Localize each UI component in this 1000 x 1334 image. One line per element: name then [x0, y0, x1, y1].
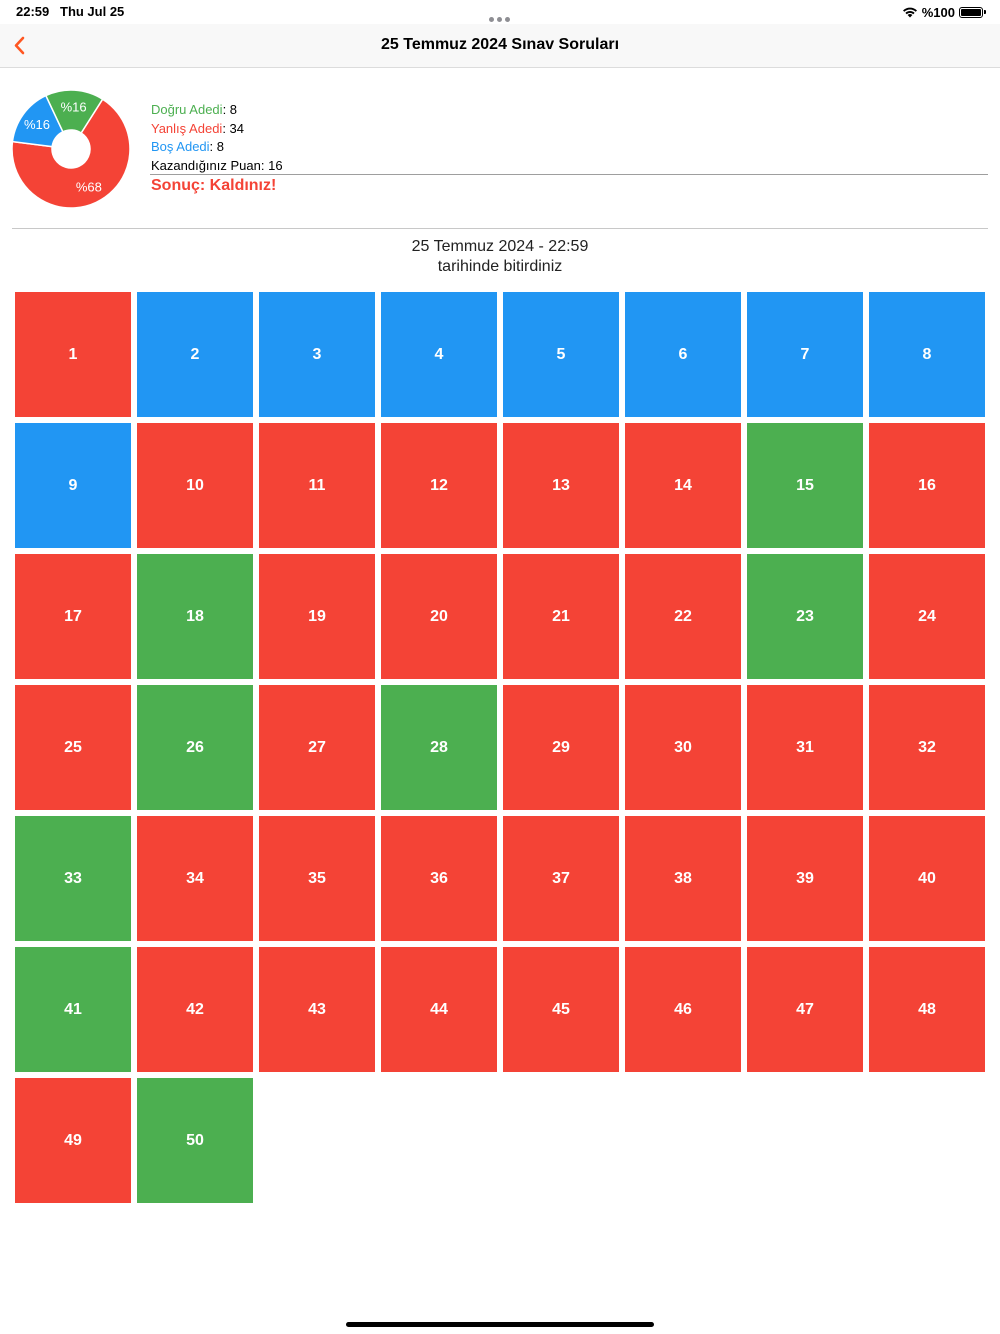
question-cell[interactable]: 35 [259, 816, 375, 941]
result-summary: %68 %16 %16 Doğru Adedi: 8 Yanlış Adedi: 3… [0, 86, 1000, 216]
multitasking-dots-icon[interactable] [489, 9, 513, 22]
question-cell[interactable]: 23 [747, 554, 863, 679]
wrong-count-label: Yanlış Adedi [151, 120, 223, 136]
battery-icon [959, 6, 983, 18]
question-cell[interactable]: 20 [381, 554, 497, 679]
question-cell[interactable]: 26 [137, 685, 253, 810]
correct-count-row: Doğru Adedi: 8 [151, 102, 238, 117]
empty-count-row: Boş Adedi: 8 [151, 139, 225, 154]
question-cell[interactable]: 30 [625, 685, 741, 810]
question-cell[interactable]: 8 [869, 292, 985, 417]
donut-slice [44, 90, 104, 134]
question-cell[interactable]: 39 [747, 816, 863, 941]
question-cell[interactable]: 15 [747, 423, 863, 548]
question-cell[interactable]: 24 [869, 554, 985, 679]
question-cell[interactable]: 31 [747, 685, 863, 810]
question-cell[interactable]: 47 [747, 947, 863, 1072]
question-cell[interactable]: 48 [869, 947, 985, 1072]
question-cell[interactable]: 36 [381, 816, 497, 941]
question-cell[interactable]: 38 [625, 816, 741, 941]
question-cell[interactable]: 7 [747, 292, 863, 417]
question-cell[interactable]: 28 [381, 685, 497, 810]
question-cell[interactable]: 25 [15, 685, 131, 810]
page-title: 25 Temmuz 2024 Sınav Soruları [380, 36, 620, 53]
question-cell[interactable]: 40 [869, 816, 985, 941]
donut-slice-label: %16 [24, 117, 50, 132]
question-cell[interactable]: 33 [15, 816, 131, 941]
question-cell[interactable]: 50 [137, 1078, 253, 1203]
question-cell[interactable]: 4 [381, 292, 497, 417]
wrong-count-value: 34 [229, 120, 245, 136]
question-cell[interactable]: 46 [625, 947, 741, 1072]
score-label: Kazandığınız Puan [151, 157, 261, 173]
question-cell[interactable]: 9 [15, 423, 131, 548]
section-divider [12, 228, 988, 229]
question-cell[interactable]: 11 [259, 423, 375, 548]
question-cell[interactable]: 19 [259, 554, 375, 679]
question-cell[interactable]: 5 [503, 292, 619, 417]
status-indicators: %100 [902, 3, 986, 21]
question-cell[interactable]: 43 [259, 947, 375, 1072]
empty-count-value: 8 [216, 139, 225, 154]
question-cell[interactable]: 17 [15, 554, 131, 679]
question-cell[interactable]: 44 [381, 947, 497, 1072]
navigation-bar: 25 Temmuz 2024 Sınav Soruları [0, 24, 1000, 68]
question-cell[interactable]: 12 [381, 423, 497, 548]
question-cell[interactable]: 10 [137, 423, 253, 548]
empty-count-label: Boş Adedi [151, 139, 210, 154]
question-grid: 1 2 3 4 5 6 7 8 9 10 11 12 13 14 15 16 17 18 19 20 21 22 23 24 2… [15, 292, 987, 1203]
question-cell[interactable]: 13 [503, 423, 619, 548]
status-time: 22:59 [16, 4, 50, 19]
wifi-icon [902, 7, 917, 18]
question-cell[interactable]: 18 [137, 554, 253, 679]
question-cell[interactable]: 3 [259, 292, 375, 417]
stats-divider [150, 174, 988, 175]
result-donut-chart: %68 %16 %16 [12, 90, 130, 208]
question-cell[interactable]: 32 [869, 685, 985, 810]
donut-slice-label: %16 [61, 100, 87, 115]
wrong-count-row: Yanlış Adedi: 34 [151, 120, 245, 136]
question-cell[interactable]: 34 [137, 816, 253, 941]
stats-list: Doğru Adedi: 8 Yanlış Adedi: 34 Boş Aded… [151, 101, 283, 175]
finish-caption: tarihinde bitirdiniz [437, 258, 563, 275]
question-cell[interactable]: 2 [137, 292, 253, 417]
back-button[interactable] [8, 32, 36, 60]
question-cell[interactable]: 27 [259, 685, 375, 810]
score-row: Kazandığınız Puan: 16 [151, 157, 283, 173]
question-cell[interactable]: 16 [869, 423, 985, 548]
score-value: 16 [268, 157, 283, 173]
battery-tip [984, 10, 986, 14]
question-cell[interactable]: 14 [625, 423, 741, 548]
question-cell[interactable]: 42 [137, 947, 253, 1072]
question-cell[interactable]: 49 [15, 1078, 131, 1203]
question-cell[interactable]: 6 [625, 292, 741, 417]
status-date: Thu Jul 25 [60, 4, 125, 19]
question-cell[interactable]: 37 [503, 816, 619, 941]
donut-slice [12, 98, 130, 208]
question-cell[interactable]: 22 [625, 554, 741, 679]
home-indicator[interactable] [346, 1322, 654, 1327]
correct-count-value: 8 [229, 102, 238, 117]
chevron-left-icon [14, 36, 25, 55]
question-cell[interactable]: 29 [503, 685, 619, 810]
correct-count-label: Doğru Adedi [151, 102, 223, 117]
result-text: Sonuç: Kaldınız! [151, 177, 277, 194]
question-cell[interactable]: 1 [15, 292, 131, 417]
question-cell[interactable]: 45 [503, 947, 619, 1072]
finish-info: 25 Temmuz 2024 - 22:59 tarihinde bitirdi… [0, 237, 1000, 277]
question-cell[interactable]: 21 [503, 554, 619, 679]
finish-date: 25 Temmuz 2024 - 22:59 [411, 238, 589, 255]
question-cell[interactable]: 41 [15, 947, 131, 1072]
donut-slice-label: %68 [76, 180, 102, 195]
status-bar: 22:59 Thu Jul 25 %100 [0, 0, 1000, 24]
battery-percentage: %100 [921, 4, 955, 20]
